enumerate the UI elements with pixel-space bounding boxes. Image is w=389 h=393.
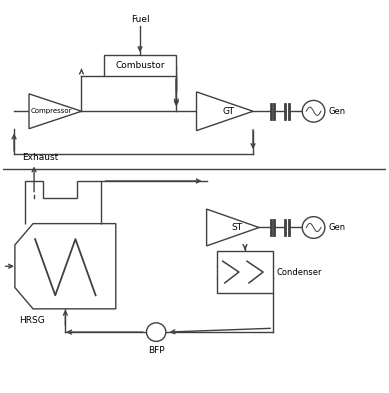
Text: Gen: Gen	[328, 107, 345, 116]
Text: Compressor: Compressor	[30, 108, 72, 114]
Circle shape	[302, 217, 325, 238]
Text: Combustor: Combustor	[115, 61, 165, 70]
Polygon shape	[29, 94, 81, 129]
Polygon shape	[196, 92, 253, 130]
Text: GT: GT	[223, 107, 235, 116]
Text: BFP: BFP	[148, 346, 165, 355]
Text: ST: ST	[231, 223, 242, 232]
Text: Exhaust: Exhaust	[22, 152, 58, 162]
Circle shape	[302, 101, 325, 122]
Polygon shape	[207, 209, 259, 246]
Bar	[104, 55, 176, 76]
Text: Gen: Gen	[328, 223, 345, 232]
Polygon shape	[15, 224, 116, 309]
Text: Condenser: Condenser	[277, 268, 322, 277]
Circle shape	[147, 323, 166, 342]
Text: Fuel: Fuel	[131, 15, 149, 24]
Bar	[217, 251, 273, 293]
Text: HRSG: HRSG	[19, 316, 45, 325]
